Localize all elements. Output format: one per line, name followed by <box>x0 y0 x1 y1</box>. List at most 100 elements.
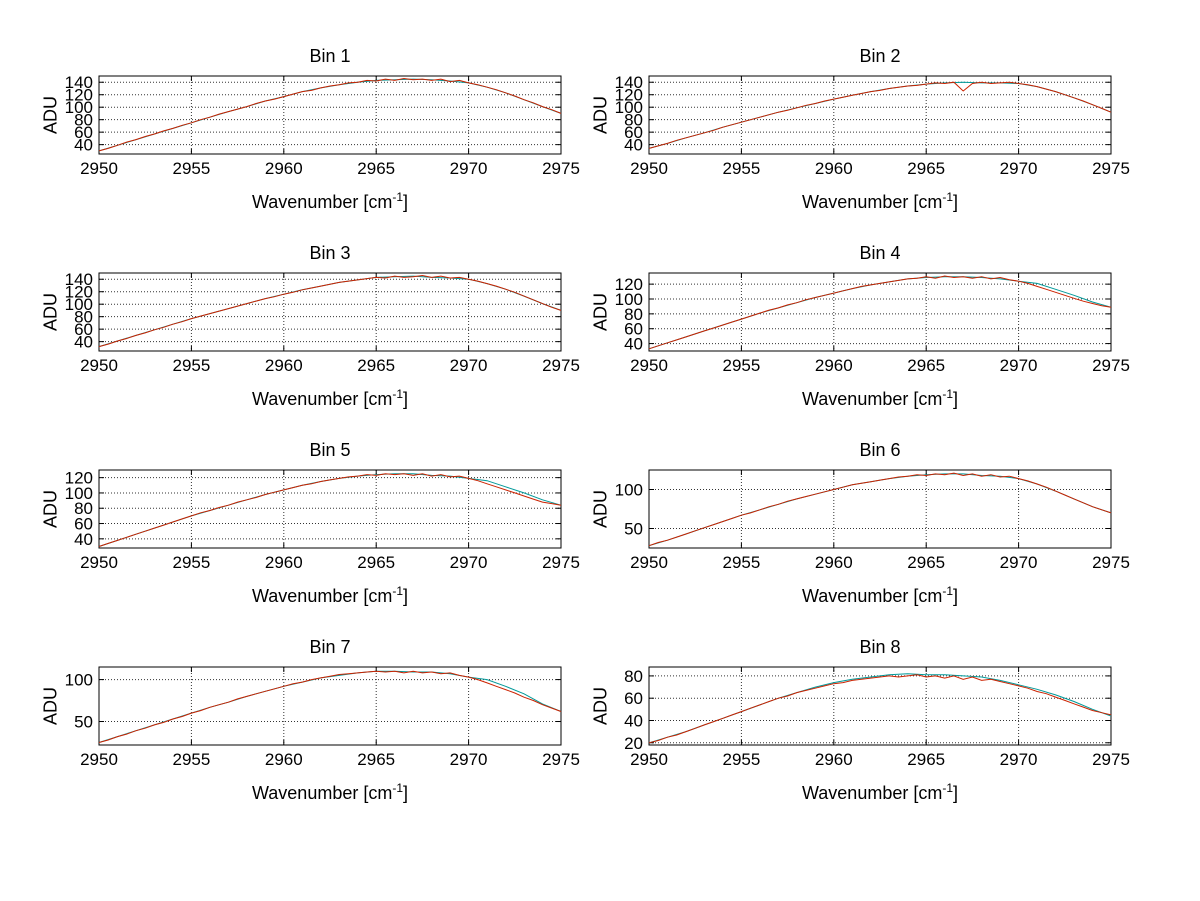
svg-text:80: 80 <box>74 499 93 518</box>
svg-text:140: 140 <box>65 73 93 92</box>
svg-text:2960: 2960 <box>265 553 303 572</box>
svg-text:2970: 2970 <box>1000 750 1038 769</box>
svg-text:100: 100 <box>615 481 643 500</box>
svg-text:140: 140 <box>65 270 93 289</box>
svg-text:2955: 2955 <box>172 553 210 572</box>
svg-text:120: 120 <box>615 86 643 105</box>
svg-text:100: 100 <box>615 98 643 117</box>
subplot-bin-7: 2950 2955 2960 2965 2970 2975 50 100 Bin 7 ADU … <box>35 633 595 819</box>
chart-title: Bin 6 <box>859 440 901 460</box>
x-axis-label-bracket: ] <box>403 389 409 409</box>
svg-text:100: 100 <box>65 295 93 314</box>
svg-text:2965: 2965 <box>357 159 395 178</box>
svg-text:2975: 2975 <box>1092 553 1130 572</box>
svg-text:2965: 2965 <box>357 356 395 375</box>
y-axis-label: ADU <box>590 686 611 726</box>
svg-text:2960: 2960 <box>815 750 853 769</box>
svg-text:40: 40 <box>624 136 643 155</box>
svg-text:60: 60 <box>74 515 93 534</box>
svg-text:2970: 2970 <box>450 750 488 769</box>
chart-title: Bin 2 <box>859 46 901 66</box>
subplot-bin-2: 2950 2955 2960 2965 2970 2975 40 60 80 100 120 140 … <box>585 42 1145 228</box>
chart-title: Bin 8 <box>859 637 901 657</box>
subplot-bin-6: 2950 2955 2960 2965 2970 2975 50 100 Bin 6 ADU … <box>585 436 1145 622</box>
x-axis-label-exponent: -1 <box>392 387 404 401</box>
svg-text:2965: 2965 <box>907 750 945 769</box>
svg-text:100: 100 <box>65 671 93 690</box>
x-axis-label-exponent: -1 <box>942 781 954 795</box>
x-axis-label-exponent: -1 <box>942 584 954 598</box>
svg-text:2975: 2975 <box>1092 750 1130 769</box>
svg-text:2965: 2965 <box>907 159 945 178</box>
x-axis-label-exponent: -1 <box>392 584 404 598</box>
svg-text:2955: 2955 <box>172 159 210 178</box>
svg-text:2955: 2955 <box>722 356 760 375</box>
y-axis-label: ADU <box>590 489 611 529</box>
svg-text:2960: 2960 <box>815 553 853 572</box>
x-axis-label-text: Wavenumber [cm <box>251 586 393 606</box>
svg-text:80: 80 <box>624 111 643 130</box>
svg-text:2955: 2955 <box>172 356 210 375</box>
svg-text:2950: 2950 <box>80 159 118 178</box>
svg-text:40: 40 <box>74 530 93 549</box>
svg-text:2960: 2960 <box>265 159 303 178</box>
svg-text:2965: 2965 <box>357 750 395 769</box>
svg-text:20: 20 <box>624 734 643 753</box>
svg-text:40: 40 <box>74 136 93 155</box>
svg-text:2950: 2950 <box>80 356 118 375</box>
x-axis-label-bracket: ] <box>953 389 959 409</box>
svg-text:2970: 2970 <box>450 159 488 178</box>
svg-text:120: 120 <box>65 469 93 488</box>
x-axis-label: Wavenumber [cm-1] <box>99 584 561 607</box>
svg-text:2950: 2950 <box>80 750 118 769</box>
svg-text:2965: 2965 <box>907 553 945 572</box>
chart-title: Bin 4 <box>859 243 901 263</box>
svg-text:2950: 2950 <box>630 159 668 178</box>
x-axis-label-bracket: ] <box>953 783 959 803</box>
chart-title: Bin 1 <box>309 46 351 66</box>
svg-text:2975: 2975 <box>542 750 580 769</box>
x-axis-label-exponent: -1 <box>392 190 404 204</box>
svg-text:2970: 2970 <box>450 356 488 375</box>
svg-text:2975: 2975 <box>542 356 580 375</box>
svg-text:80: 80 <box>74 308 93 327</box>
x-axis-label-text: Wavenumber [cm <box>801 783 943 803</box>
svg-text:120: 120 <box>65 86 93 105</box>
x-axis-label-exponent: -1 <box>942 190 954 204</box>
subplot-bin-4: 2950 2955 2960 2965 2970 2975 40 60 80 100 120 Bin… <box>585 239 1145 425</box>
y-axis-label: ADU <box>40 489 61 529</box>
svg-text:60: 60 <box>624 123 643 142</box>
subplot-bin-5: 2950 2955 2960 2965 2970 2975 40 60 80 100 120 Bin… <box>35 436 595 622</box>
svg-text:2960: 2960 <box>265 750 303 769</box>
svg-text:2970: 2970 <box>1000 159 1038 178</box>
svg-text:140: 140 <box>615 73 643 92</box>
y-axis-label: ADU <box>590 292 611 332</box>
x-axis-label-bracket: ] <box>953 586 959 606</box>
svg-text:100: 100 <box>615 290 643 309</box>
svg-text:40: 40 <box>74 333 93 352</box>
svg-text:2975: 2975 <box>1092 356 1130 375</box>
x-axis-label-bracket: ] <box>953 192 959 212</box>
svg-text:50: 50 <box>74 713 93 732</box>
x-axis-label: Wavenumber [cm-1] <box>649 387 1111 410</box>
svg-text:2955: 2955 <box>722 750 760 769</box>
x-axis-label-text: Wavenumber [cm <box>801 192 943 212</box>
x-axis-label: Wavenumber [cm-1] <box>99 387 561 410</box>
subplot-bin-3: 2950 2955 2960 2965 2970 2975 40 60 80 100 120 140 … <box>35 239 595 425</box>
chart-title: Bin 3 <box>309 243 351 263</box>
svg-text:2955: 2955 <box>722 159 760 178</box>
x-axis-label-text: Wavenumber [cm <box>251 389 393 409</box>
x-axis-label-bracket: ] <box>403 586 409 606</box>
svg-text:100: 100 <box>65 484 93 503</box>
svg-text:50: 50 <box>624 520 643 539</box>
svg-text:60: 60 <box>624 689 643 708</box>
svg-text:40: 40 <box>624 711 643 730</box>
svg-text:2955: 2955 <box>172 750 210 769</box>
x-axis-label-exponent: -1 <box>942 387 954 401</box>
